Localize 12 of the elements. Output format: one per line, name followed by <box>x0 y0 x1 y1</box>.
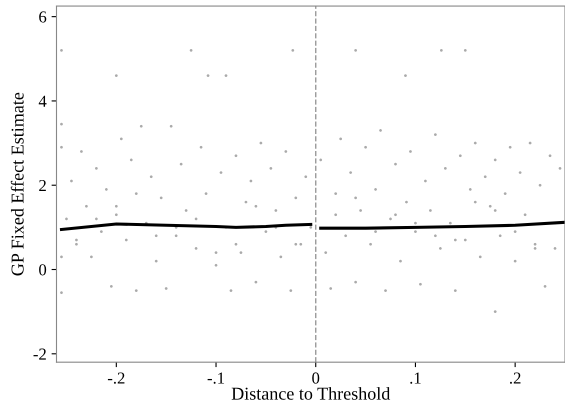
y-tick-label: 4 <box>38 96 47 107</box>
x-tick-label: -.1 <box>208 372 224 384</box>
y-tick-label: 2 <box>39 180 46 192</box>
x-tick-label: 0 <box>312 372 320 384</box>
x-tick-label: -.2 <box>108 372 124 384</box>
y-tick-label: 0 <box>39 264 46 276</box>
x-tick-label: .2 <box>510 372 520 384</box>
x-tick-label: .1 <box>410 372 421 384</box>
x-axis-title: Distance to Threshold <box>232 387 390 400</box>
y-tick-label: -2 <box>34 348 46 360</box>
y-tick-label: 6 <box>39 11 46 23</box>
y-axis-title: GP Fixed Effect Estimate <box>10 92 24 276</box>
